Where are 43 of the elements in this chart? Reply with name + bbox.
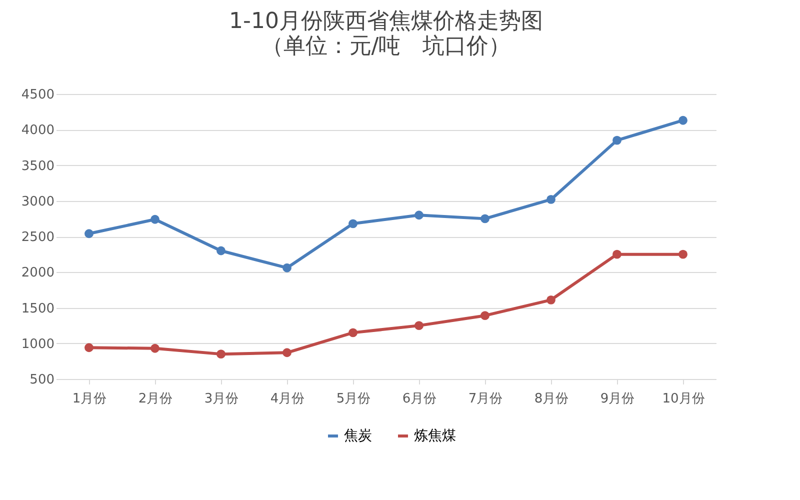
y-tick-label: 4500 <box>21 88 54 102</box>
point <box>612 250 622 259</box>
y-tick-label: 2000 <box>21 266 54 281</box>
point <box>678 250 688 259</box>
point <box>282 348 292 358</box>
point <box>546 295 556 304</box>
point <box>282 263 292 272</box>
point <box>480 311 490 320</box>
y-tick-label: 3000 <box>21 194 54 210</box>
y-tick-label: 1500 <box>21 301 54 316</box>
legend-label: 炼焦煤 <box>414 428 456 444</box>
chart-subtitle: （单位：元/吨 坑口价） <box>261 34 511 59</box>
x-tick-label: 2月份 <box>138 392 173 406</box>
point <box>480 214 490 224</box>
y-tick-label: 2500 <box>21 230 54 245</box>
x-tick-label: 1月份 <box>72 392 107 406</box>
point <box>414 210 424 220</box>
point <box>216 350 226 359</box>
x-tick-label: 7月份 <box>468 392 503 406</box>
y-tick-label: 3500 <box>21 158 54 174</box>
y-tick-label: 500 <box>30 372 54 388</box>
point <box>84 343 94 352</box>
point <box>150 344 160 353</box>
point <box>348 328 358 338</box>
x-tick-label: 5月份 <box>336 392 371 406</box>
point <box>216 246 226 256</box>
x-tick-label: 9月份 <box>600 392 635 406</box>
point <box>84 229 94 238</box>
x-tick-label: 10月份 <box>662 392 705 406</box>
x-tick-label: 6月份 <box>402 392 437 406</box>
point <box>612 136 622 145</box>
x-tick-label: 8月份 <box>534 392 569 406</box>
x-tick-label: 4月份 <box>270 392 305 406</box>
point <box>678 116 688 125</box>
legend-label: 焦炭 <box>344 428 372 444</box>
point <box>414 321 424 330</box>
point <box>150 214 160 224</box>
y-tick-label: 1000 <box>21 336 54 352</box>
point <box>546 194 556 204</box>
y-tick-label: 4000 <box>21 123 54 138</box>
chart-title: 1-10月份陕西省焦煤价格走势图 <box>229 9 543 34</box>
x-tick-label: 3月份 <box>204 392 239 406</box>
point <box>348 219 358 228</box>
